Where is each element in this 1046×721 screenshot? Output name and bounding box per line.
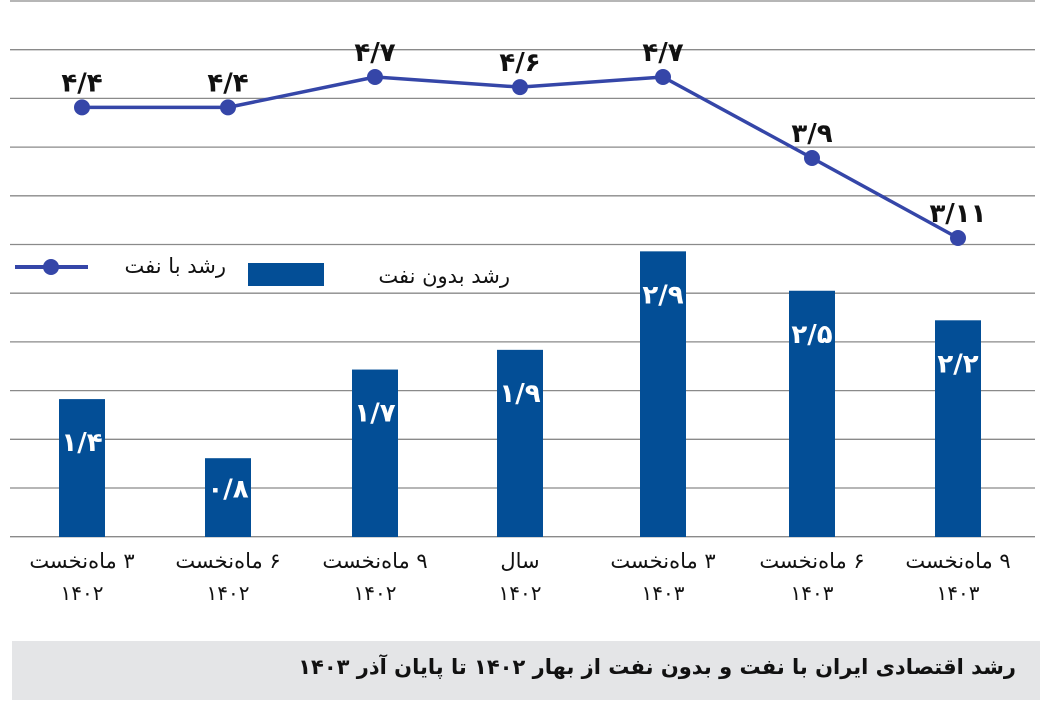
line-series-oil-growth: ۴/۴ ۴/۴ ۴/۷ ۴/۶ ۴/۷ ۳/۹ ۳/۱۱ xyxy=(61,38,987,246)
line-value-label: ۴/۷ xyxy=(354,38,395,68)
bar-series-non-oil-growth: ۱/۴ ۰/۸ ۱/۷ ۱/۹ ۲/۹ ۲/۵ ۲/۲ xyxy=(59,251,981,537)
category-label: ۹ ماه‌نخست ۱۴۰۲ xyxy=(300,548,450,606)
bar-value-label: ۱/۷ xyxy=(354,399,395,429)
category-label-year: ۱۴۰۳ xyxy=(790,581,834,605)
category-label: ۶ ماه‌نخست ۱۴۰۳ xyxy=(737,548,887,606)
category-label-year: ۱۴۰۲ xyxy=(60,581,104,605)
chart-caption-band: رشد اقتصادی ایران با نفت و بدون نفت از ب… xyxy=(12,641,1040,700)
category-label: ۳ ماه‌نخست ۱۴۰۲ xyxy=(7,548,157,606)
category-label-year: ۱۴۰۲ xyxy=(353,581,397,605)
category-label-year: ۱۴۰۲ xyxy=(206,581,250,605)
line-value-label: ۴/۴ xyxy=(207,68,248,98)
category-label-year: ۱۴۰۳ xyxy=(641,581,685,605)
bar-value-label: ۱/۴ xyxy=(61,428,102,458)
bar xyxy=(59,399,105,537)
bar xyxy=(497,349,543,537)
line-value-label: ۳/۱۱ xyxy=(929,199,986,229)
bar xyxy=(205,458,251,537)
category-label-period: ۳ ماه‌نخست xyxy=(29,549,135,573)
line-marker xyxy=(367,69,383,85)
combo-chart: ۱/۴ ۰/۸ ۱/۷ ۱/۹ ۲/۹ ۲/۵ ۲/۲ ۴/۴ ۴/۴ ۴/۷ ۴/۶ ۴/۷ ۳/۹… xyxy=(10,0,1035,538)
category-label-period: ۹ ماه‌نخست xyxy=(322,549,428,573)
chart-caption: رشد اقتصادی ایران با نفت و بدون نفت از ب… xyxy=(298,655,1016,679)
bar-value-label: ۲/۹ xyxy=(642,280,683,310)
line-marker xyxy=(655,69,671,85)
category-label: ۹ ماه‌نخست ۱۴۰۳ xyxy=(883,548,1033,606)
line-value-label: ۳/۹ xyxy=(791,119,832,149)
legend-line-label: رشد با نفت xyxy=(124,254,226,278)
bar-value-label: ۱/۹ xyxy=(499,379,540,409)
legend-line-marker-icon xyxy=(43,259,59,275)
category-label: ۶ ماه‌نخست ۱۴۰۲ xyxy=(153,548,303,606)
bar xyxy=(352,369,398,537)
line-marker xyxy=(512,79,528,96)
category-label-period: سال xyxy=(500,549,540,573)
bar xyxy=(640,251,686,537)
bar-value-label: ۲/۲ xyxy=(937,349,978,379)
line-value-label: ۴/۴ xyxy=(61,68,102,98)
line-value-label: ۴/۶ xyxy=(499,48,540,78)
legend-swatches xyxy=(15,259,324,286)
category-label-year: ۱۴۰۳ xyxy=(936,581,980,605)
line-marker xyxy=(804,150,820,166)
legend-bar-label: رشد بدون نفت xyxy=(378,264,510,288)
category-label-year: ۱۴۰۲ xyxy=(498,581,542,605)
line-path xyxy=(82,75,959,240)
legend-bar-swatch xyxy=(248,263,324,286)
category-label: ۳ ماه‌نخست ۱۴۰۳ xyxy=(588,548,738,606)
line-marker xyxy=(74,99,90,116)
bar xyxy=(789,290,835,537)
category-label-period: ۹ ماه‌نخست xyxy=(905,549,1011,573)
line-value-label: ۴/۷ xyxy=(642,38,683,68)
category-label-period: ۶ ماه‌نخست xyxy=(759,549,865,573)
line-marker xyxy=(220,99,236,116)
bar-value-label: ۰/۸ xyxy=(207,474,248,504)
bar-value-label: ۲/۵ xyxy=(791,320,832,350)
line-marker xyxy=(950,229,966,246)
category-label: سال ۱۴۰۲ xyxy=(445,548,595,606)
bar xyxy=(935,320,981,537)
category-label-period: ۶ ماه‌نخست xyxy=(175,549,281,573)
category-label-period: ۳ ماه‌نخست xyxy=(610,549,716,573)
